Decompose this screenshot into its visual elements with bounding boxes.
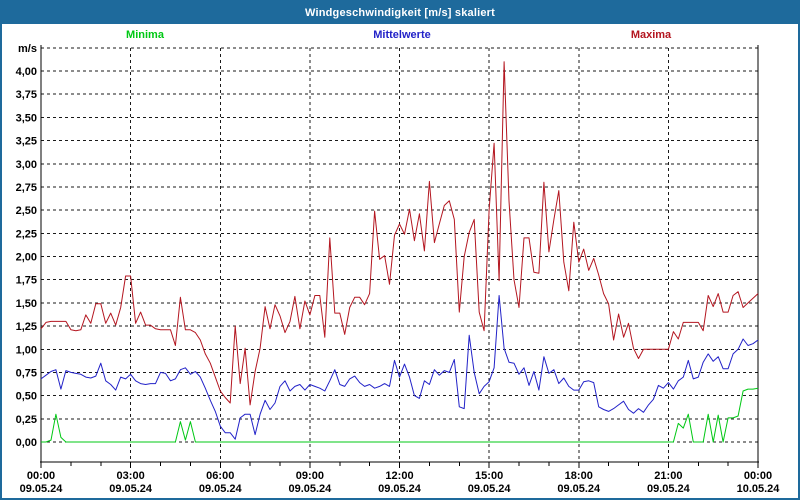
x-tick-time: 00:00 (27, 470, 55, 482)
legend-minima: Minima (126, 29, 164, 41)
y-tick-label: 2,75 (16, 182, 37, 194)
y-tick-label: 3,00 (16, 159, 37, 171)
x-tick-date: 09.05.24 (199, 483, 243, 495)
y-tick-label: 1,50 (16, 298, 37, 310)
y-tick-label: 2,50 (16, 205, 37, 217)
y-tick-label: 0,75 (16, 367, 37, 379)
x-tick-time: 15:00 (475, 470, 503, 482)
x-tick-time: 03:00 (117, 470, 145, 482)
x-tick-time: 21:00 (654, 470, 682, 482)
y-tick-label: 4,00 (16, 66, 37, 78)
y-axis-unit: m/s (18, 43, 37, 55)
x-tick-time: 06:00 (206, 470, 234, 482)
x-tick-date: 09.05.24 (20, 483, 64, 495)
legend-mittelwerte: Mittelwerte (373, 29, 431, 41)
x-tick-date: 09.05.24 (288, 483, 332, 495)
series-line-maxima (40, 61, 759, 406)
x-tick-time: 09:00 (296, 470, 324, 482)
y-tick-label: 1,00 (16, 344, 37, 356)
series-line-minima (41, 387, 759, 443)
y-tick-label: 2,25 (16, 228, 37, 240)
y-tick-label: 3,75 (16, 89, 37, 101)
x-tick-date: 09.05.24 (378, 483, 422, 495)
x-tick-time: 18:00 (565, 470, 593, 482)
x-tick-date: 09.05.24 (109, 483, 153, 495)
legend-maxima: Maxima (630, 29, 672, 41)
y-tick-label: 2,00 (16, 252, 37, 264)
y-tick-label: 0,00 (16, 437, 37, 449)
x-tick-date: 09.05.24 (468, 483, 512, 495)
window-title: Windgeschwindigkeit [m/s] skaliert (304, 7, 496, 19)
x-tick-time: 12:00 (385, 470, 413, 482)
x-tick-time: 00:00 (744, 470, 772, 482)
y-tick-label: 3,50 (16, 112, 37, 124)
title-bar: Windgeschwindigkeit [m/s] skaliert (2, 2, 798, 24)
x-tick-date: 10.05.24 (737, 483, 781, 495)
y-tick-label: 0,50 (16, 391, 37, 403)
y-tick-label: 0,25 (16, 414, 37, 426)
x-tick-date: 09.05.24 (647, 483, 691, 495)
y-tick-label: 1,25 (16, 321, 37, 333)
series-line-mittelwerte (40, 295, 759, 440)
y-tick-label: 1,75 (16, 275, 37, 287)
x-tick-date: 09.05.24 (557, 483, 601, 495)
y-tick-label: 3,25 (16, 136, 37, 148)
